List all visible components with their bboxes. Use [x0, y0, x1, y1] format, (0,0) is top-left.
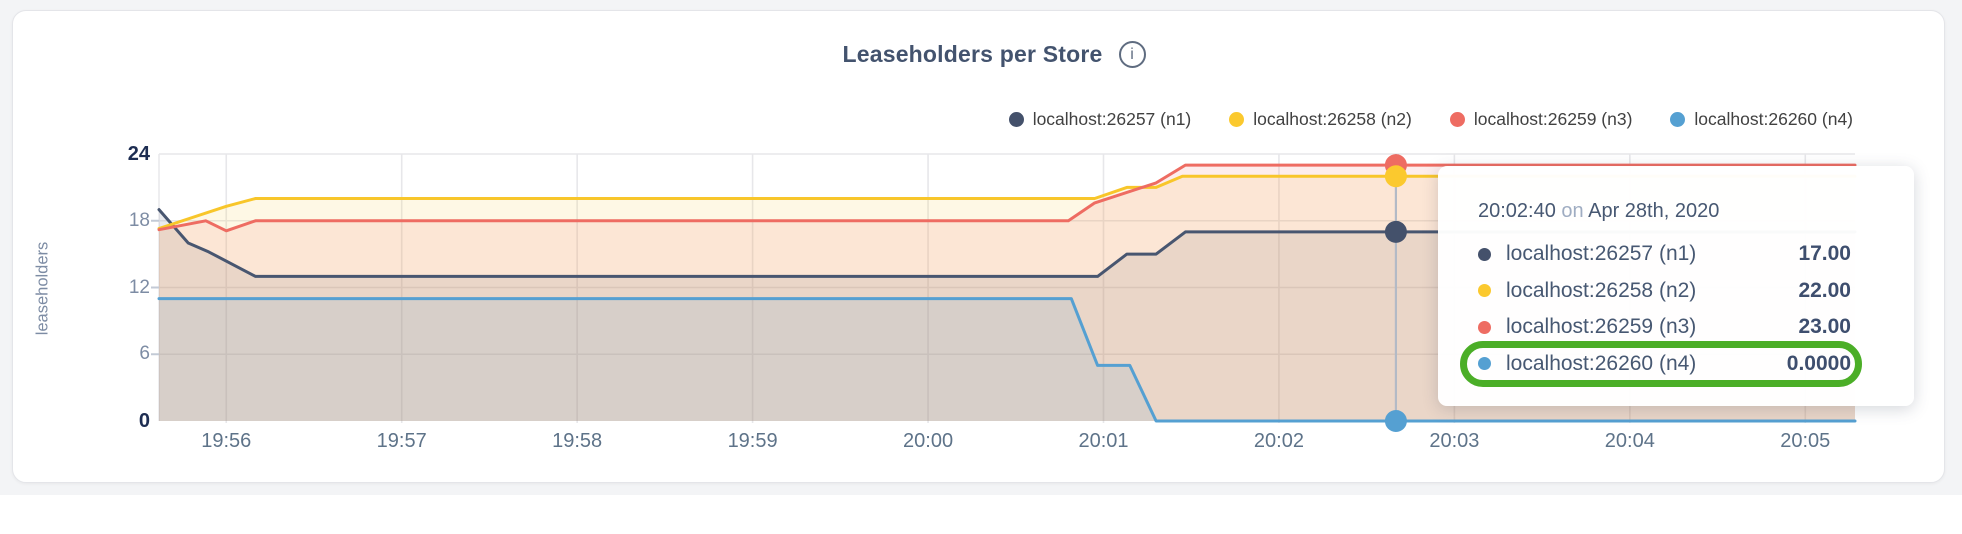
tooltip-series-value: 17.00	[1798, 242, 1851, 266]
tooltip-series-dot	[1478, 320, 1491, 334]
legend-item[interactable]: localhost:26258 (n2)	[1229, 109, 1412, 130]
legend-color-dot	[1449, 112, 1465, 127]
tooltip-row: localhost:26258 (n2) 22.00	[1478, 273, 1851, 310]
tooltip-time: 20:02:40	[1478, 200, 1556, 222]
x-tick-label: 20:04	[1604, 430, 1655, 452]
tooltip-series-label: localhost:26257 (n1)	[1506, 242, 1697, 266]
y-tick-label: 0	[138, 410, 150, 432]
y-tick-label: 24	[127, 143, 150, 165]
tooltip-series-label: localhost:26258 (n2)	[1506, 278, 1697, 302]
legend-item[interactable]: localhost:26260 (n4)	[1670, 109, 1853, 130]
x-tick-label: 20:05	[1780, 430, 1831, 452]
series-line	[157, 297, 1857, 423]
chart-card: Leaseholders per Store i localhost:26257…	[12, 10, 1945, 483]
series-line	[157, 163, 1857, 233]
x-tick-label: 20:01	[1078, 430, 1129, 452]
x-tick-label: 20:00	[903, 430, 954, 452]
x-tick-label: 19:59	[727, 430, 778, 452]
series-area	[159, 165, 1855, 421]
tooltip-series-value: 0.0000	[1786, 351, 1851, 375]
x-tick-label: 19:57	[376, 430, 427, 452]
hover-point-dot	[1384, 165, 1407, 188]
x-tick-label: 20:02	[1253, 430, 1304, 452]
legend-item-label: localhost:26258 (n2)	[1253, 109, 1412, 129]
tooltip-timestamp: 20:02:40 on Apr 28th, 2020	[1478, 198, 1851, 224]
series-area	[159, 209, 1855, 421]
y-tick-label: 18	[128, 209, 150, 231]
tooltip-series-dot	[1478, 357, 1491, 371]
tooltip-row: localhost:26259 (n3) 23.00	[1478, 309, 1851, 346]
tooltip-series-label: localhost:26260 (n4)	[1506, 351, 1697, 375]
series-line	[157, 208, 1857, 278]
series-line	[157, 174, 1857, 230]
legend-item-label: localhost:26257 (n1)	[1032, 109, 1192, 129]
hover-tooltip: 20:02:40 on Apr 28th, 2020 localhost:262…	[1438, 166, 1914, 406]
tooltip-connector: on	[1561, 200, 1584, 222]
y-tick-label: 6	[139, 343, 150, 365]
hover-point-dot	[1384, 410, 1407, 432]
page-title: Leaseholders per Store	[842, 41, 1103, 67]
chart-header: Leaseholders per Store i	[13, 41, 1962, 68]
tooltip-row: localhost:26257 (n1) 17.00	[1478, 236, 1851, 273]
series-area	[159, 298, 1855, 421]
tooltip-series-value: 22.00	[1798, 278, 1851, 302]
legend-item[interactable]: localhost:26257 (n1)	[1008, 109, 1192, 130]
hover-point-dot	[1384, 220, 1407, 243]
legend-color-dot	[1008, 112, 1024, 127]
tooltip-row-highlighted: localhost:26260 (n4) 0.0000	[1478, 346, 1851, 383]
tooltip-series-dot	[1478, 284, 1491, 298]
x-tick-label: 19:58	[552, 430, 603, 452]
tooltip-date: Apr 28th, 2020	[1588, 200, 1720, 222]
legend-item[interactable]: localhost:26259 (n3)	[1449, 109, 1633, 130]
x-tick-label: 19:56	[201, 430, 252, 452]
tooltip-rows: localhost:26257 (n1) 17.00 localhost:26258…	[1478, 236, 1851, 382]
x-tick-label: 20:03	[1429, 430, 1480, 452]
chart-plot-area[interactable]	[151, 153, 1859, 432]
legend-color-dot	[1670, 112, 1686, 127]
tooltip-series-value: 23.00	[1798, 315, 1851, 339]
info-icon[interactable]: i	[1118, 41, 1146, 68]
tooltip-series-dot	[1478, 247, 1491, 261]
legend-item-label: localhost:26259 (n3)	[1473, 109, 1633, 129]
tooltip-series-label: localhost:26259 (n3)	[1506, 315, 1697, 339]
legend: localhost:26257 (n1) localhost:26258 (n2)…	[159, 109, 1853, 130]
legend-item-label: localhost:26260 (n4)	[1694, 109, 1853, 129]
y-tick-label: 12	[128, 276, 150, 298]
legend-color-dot	[1229, 112, 1245, 127]
